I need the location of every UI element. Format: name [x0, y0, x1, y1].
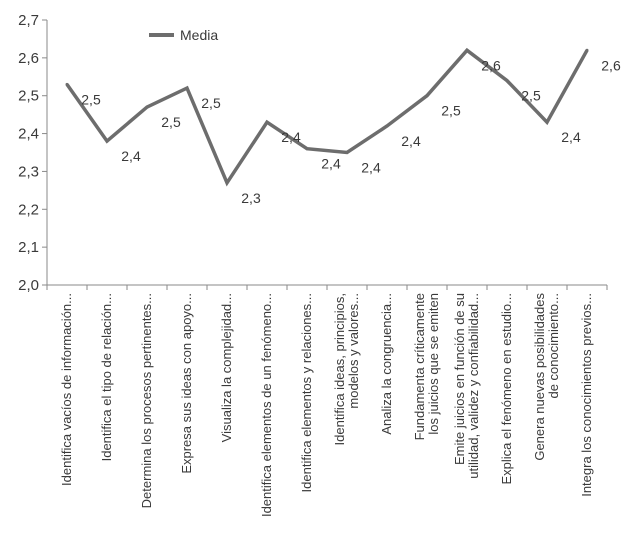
x-tick-label: Visualiza la complejidad...: [219, 293, 234, 442]
y-tick-label: 2,6: [18, 50, 39, 67]
data-label: 2,4: [281, 129, 301, 145]
series-media: [65, 47, 589, 187]
data-label: 2,5: [521, 88, 541, 104]
x-tick-label: Fundamenta críticamentelos juicios que s…: [412, 293, 441, 440]
data-point: [145, 105, 149, 109]
data-point: [105, 139, 109, 143]
y-tick-label: 2,7: [18, 12, 39, 29]
x-tick-label: Genera nuevas posibilidadesde conocimien…: [532, 293, 561, 461]
data-point: [545, 120, 549, 124]
data-point: [185, 86, 189, 90]
data-point: [585, 48, 589, 52]
data-label: 2,5: [441, 103, 461, 119]
y-tick-label: 2,1: [18, 239, 39, 256]
data-point: [465, 48, 469, 52]
x-tick-label: Expresa sus ideas con apoyo...: [179, 293, 194, 474]
data-label: 2,4: [361, 160, 381, 176]
x-tick-label: Identifica vacíos de información...: [59, 293, 74, 486]
x-tick-label: Identifica elementos de un fenómeno...: [259, 293, 274, 517]
data-label: 2,6: [601, 57, 621, 73]
data-point: [425, 94, 429, 98]
x-tick-label: Emite juicios en función de suutilidad, …: [452, 293, 481, 479]
data-point: [225, 181, 229, 185]
legend: Media: [149, 27, 218, 43]
data-point: [65, 82, 69, 86]
x-tick-label: Identifica el tipo de relación...: [99, 293, 114, 461]
data-label: 2,4: [401, 133, 421, 149]
data-label: 2,6: [481, 57, 501, 73]
y-axis-ticks: 2,0 2,1 2,2 2,3 2,4 2,5 2,6 2,7: [18, 12, 47, 294]
x-tick-label: Identifica ideas, principios,modelos y v…: [332, 293, 361, 445]
y-tick-label: 2,0: [18, 277, 39, 294]
series-line-media: [65, 47, 589, 187]
data-label: 2,4: [561, 129, 581, 145]
data-label: 2,5: [201, 95, 221, 111]
data-point: [345, 151, 349, 154]
data-labels: 2,5 2,4 2,5 2,5 2,3 2,4 2,4 2,4 2,4 2,5 2,6 2,5 2,4 2…: [65, 48, 621, 206]
data-point: [385, 124, 389, 128]
x-tick-label: Determina los procesos pertinentes...: [139, 293, 154, 508]
data-label: 2,5: [81, 91, 101, 107]
data-label: 2,3: [241, 190, 261, 206]
y-tick-label: 2,5: [18, 88, 39, 105]
x-tick-label: Explica el fenómeno en estudio...: [499, 293, 514, 485]
data-point: [505, 79, 509, 83]
y-tick-label: 2,4: [18, 126, 39, 143]
data-label: 2,5: [161, 114, 181, 130]
y-tick-label: 2,3: [18, 163, 39, 180]
data-label: 2,4: [321, 156, 341, 172]
x-tick-label: Analiza la congruencia...: [379, 293, 394, 435]
data-label: 2,4: [121, 148, 141, 164]
x-tick-label: Integra los conocimientos previos...: [579, 293, 594, 497]
y-tick-label: 2,2: [18, 201, 39, 218]
legend-label: Media: [180, 27, 218, 43]
data-point: [265, 120, 269, 124]
x-tick-label: Identifica elementos y relaciones...: [299, 293, 314, 492]
x-axis-ticks: Identifica vacíos de información... Ident…: [46, 285, 608, 517]
data-point: [305, 147, 309, 151]
